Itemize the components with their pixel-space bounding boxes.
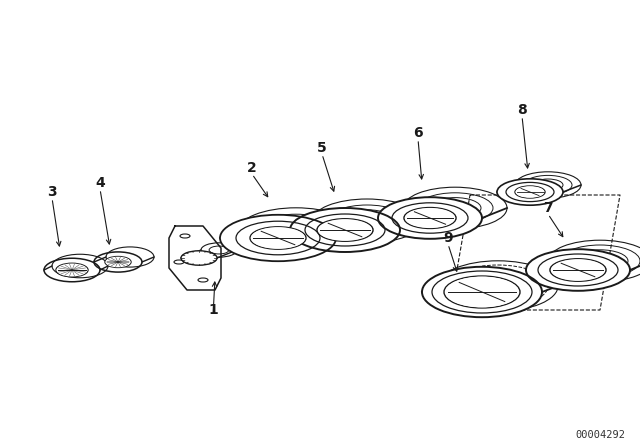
Text: 5: 5 — [317, 141, 327, 155]
Ellipse shape — [318, 219, 372, 241]
Ellipse shape — [422, 267, 542, 317]
Text: 2: 2 — [247, 161, 257, 175]
Ellipse shape — [251, 227, 305, 249]
Ellipse shape — [378, 197, 482, 239]
Ellipse shape — [551, 259, 605, 281]
Ellipse shape — [515, 186, 545, 198]
Text: 9: 9 — [443, 231, 453, 245]
Ellipse shape — [497, 179, 563, 205]
Text: 6: 6 — [413, 126, 423, 140]
Ellipse shape — [220, 215, 336, 261]
Ellipse shape — [378, 197, 482, 239]
Ellipse shape — [404, 208, 455, 228]
Ellipse shape — [526, 249, 630, 291]
Text: 7: 7 — [543, 201, 553, 215]
Text: 3: 3 — [47, 185, 57, 199]
Ellipse shape — [422, 267, 542, 317]
Ellipse shape — [290, 208, 400, 252]
Ellipse shape — [497, 179, 563, 205]
Ellipse shape — [445, 276, 519, 307]
Text: 1: 1 — [208, 303, 218, 317]
Ellipse shape — [56, 263, 88, 276]
Text: 00004292: 00004292 — [575, 430, 625, 440]
Ellipse shape — [526, 249, 630, 291]
Ellipse shape — [181, 251, 217, 265]
Text: 8: 8 — [517, 103, 527, 117]
Ellipse shape — [220, 215, 336, 261]
Ellipse shape — [106, 257, 131, 267]
Ellipse shape — [290, 208, 400, 252]
Ellipse shape — [94, 252, 142, 272]
Ellipse shape — [44, 258, 100, 282]
Polygon shape — [169, 226, 221, 290]
Text: 4: 4 — [95, 176, 105, 190]
